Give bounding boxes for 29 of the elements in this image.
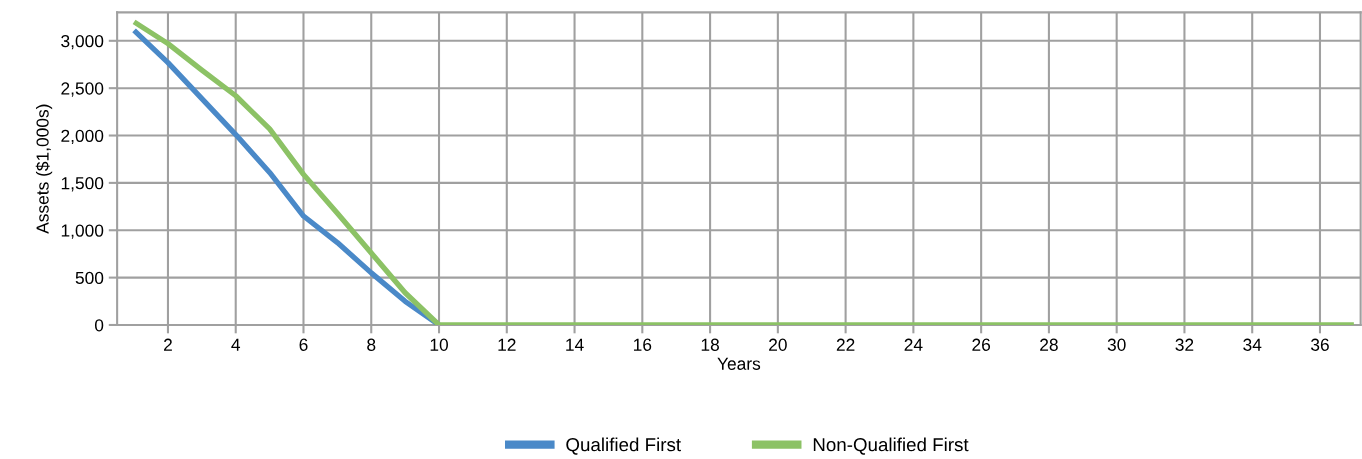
x-tick-label: 28	[1040, 338, 1058, 351]
x-tick-label: 24	[904, 338, 923, 351]
x-tick-label: 2	[164, 338, 172, 351]
x-tick-label: 22	[836, 338, 855, 351]
y-tick-label: 500	[75, 271, 104, 285]
x-tick-label: 32	[1175, 338, 1194, 351]
x-tick-label: 8	[367, 338, 376, 351]
y-tick-label: 1,500	[61, 177, 104, 192]
x-tick-label: 14	[566, 338, 584, 351]
x-tick-label: 16	[633, 338, 652, 351]
x-tick-label: 12	[498, 338, 516, 351]
x-axis-title: Years	[717, 357, 761, 370]
x-tick-label: 10	[430, 338, 448, 351]
x-tick-label: 6	[299, 338, 308, 351]
legend-label: Non-Qualified First	[813, 437, 969, 455]
y-axis-title: Assets ($1,000s)	[35, 104, 53, 234]
y-tick-label: 2,500	[61, 82, 104, 97]
x-tick-label: 18	[701, 338, 719, 351]
y-tick-label: 3,000	[61, 34, 104, 50]
x-tick-label: 4	[231, 338, 241, 351]
x-tick-label: 20	[769, 338, 787, 351]
legend-label: Qualified First	[566, 437, 681, 455]
x-tick-label: 34	[1243, 338, 1262, 351]
y-tick-label: 2,000	[61, 129, 104, 145]
y-tick-label: 1,000	[61, 224, 104, 239]
x-tick-label: 36	[1310, 338, 1329, 351]
y-tick-label: 0	[94, 319, 104, 332]
x-tick-label: 26	[972, 338, 991, 351]
x-tick-label: 30	[1107, 338, 1126, 351]
